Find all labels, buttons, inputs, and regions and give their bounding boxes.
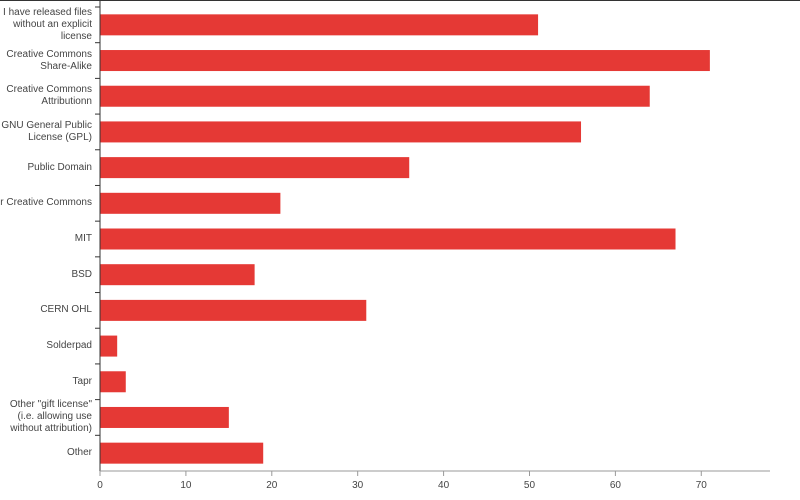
bar bbox=[100, 371, 126, 393]
y-tick-label: I have released files without an explici… bbox=[0, 7, 92, 43]
y-tick-label: GNU General Public License (GPL) bbox=[0, 114, 92, 150]
y-tick-label: Public Domain bbox=[0, 150, 92, 186]
y-tick-label: CERN OHL bbox=[0, 292, 92, 328]
bar bbox=[100, 228, 676, 250]
y-tick-text: GNU General Public License (GPL) bbox=[1, 119, 92, 143]
x-tick-label: 70 bbox=[696, 480, 708, 491]
y-tick-text: CERN OHL bbox=[40, 304, 92, 316]
y-tick-label: MIT bbox=[0, 221, 92, 257]
y-tick-text: Solderpad bbox=[46, 340, 92, 352]
y-tick-label: BSD bbox=[0, 257, 92, 293]
y-tick-text: Other bbox=[66, 447, 92, 459]
y-tick-text: I have released files without an explici… bbox=[3, 6, 92, 42]
y-tick-text: BSD bbox=[71, 268, 92, 280]
y-tick-text: r Creative Commons bbox=[0, 197, 92, 209]
y-tick-label: Creative Commons Attributionn bbox=[0, 78, 92, 114]
y-tick-text: Tapr bbox=[72, 375, 92, 387]
bar bbox=[100, 85, 650, 107]
y-tick-label: r Creative Commons bbox=[0, 185, 92, 221]
bar bbox=[100, 442, 264, 464]
y-tick-label: Solderpad bbox=[0, 328, 92, 364]
y-tick-text: Creative Commons Attributionn bbox=[6, 84, 92, 108]
y-tick-label: Creative Commons Share-Alike bbox=[0, 43, 92, 79]
y-tick-text: Public Domain bbox=[27, 161, 92, 173]
y-tick-label: Tapr bbox=[0, 364, 92, 400]
y-tick-label: Other bbox=[0, 435, 92, 471]
bar bbox=[100, 335, 118, 357]
x-tick-label: 40 bbox=[438, 480, 450, 491]
bar bbox=[100, 264, 255, 286]
bar bbox=[100, 121, 582, 143]
x-tick-label: 10 bbox=[180, 480, 192, 491]
x-tick-label: 50 bbox=[524, 480, 536, 491]
bar bbox=[100, 50, 710, 72]
y-tick-text: Other "gift license" (i.e. allowing use … bbox=[9, 399, 92, 435]
x-tick-label: 60 bbox=[610, 480, 622, 491]
bar bbox=[100, 157, 410, 179]
y-tick-label: Other "gift license" (i.e. allowing use … bbox=[0, 399, 92, 435]
x-tick-label: 20 bbox=[266, 480, 278, 491]
bar bbox=[100, 406, 229, 428]
x-tick-label: 0 bbox=[97, 480, 103, 491]
bar bbox=[100, 192, 281, 214]
y-tick-text: MIT bbox=[74, 233, 92, 244]
bar bbox=[100, 14, 539, 36]
y-tick-text: Creative Commons Share-Alike bbox=[6, 48, 92, 72]
bar bbox=[100, 299, 367, 321]
x-tick-label: 30 bbox=[352, 480, 364, 491]
